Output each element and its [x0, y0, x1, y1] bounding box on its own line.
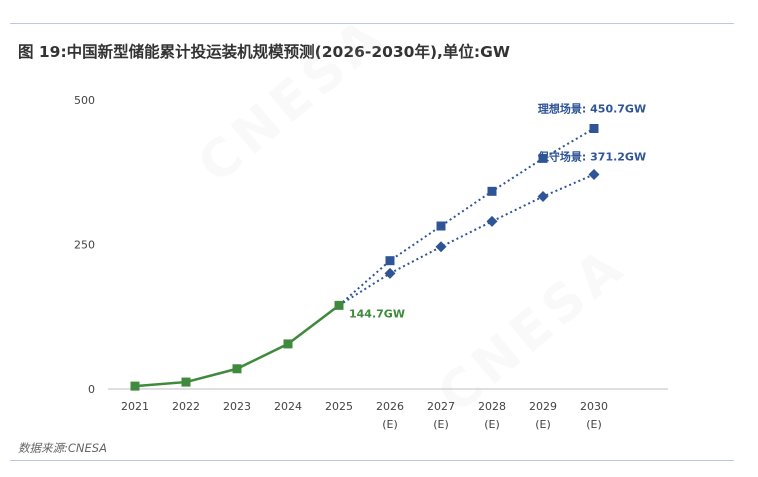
- y-tick-label: 0: [88, 383, 95, 396]
- x-tick-sublabel: (E): [433, 418, 449, 431]
- x-tick-label: 2023: [223, 400, 251, 413]
- y-tick-label: 500: [74, 94, 95, 107]
- top-rule: [10, 23, 734, 24]
- data-point-square: [130, 381, 140, 391]
- figure-title: 图 19:中国新型储能累计投运装机规模预测(2026-2030年),单位:GW: [18, 43, 510, 61]
- data-point-diamond: [384, 267, 396, 279]
- series-line-3: [338, 173, 595, 307]
- data-label: 144.7GW: [349, 307, 405, 320]
- x-tick-label: 2029: [529, 400, 557, 413]
- data-point-square: [589, 123, 599, 133]
- data-point-diamond: [588, 168, 600, 180]
- data-label: 保守场景: 371.2GW: [537, 149, 646, 163]
- source-note: 数据来源:CNESA: [18, 441, 107, 455]
- x-tick-label: 2021: [121, 400, 149, 413]
- data-point-square: [487, 186, 497, 196]
- x-tick-sublabel: (E): [382, 418, 398, 431]
- data-point-square: [334, 300, 344, 310]
- x-tick-sublabel: (E): [535, 418, 551, 431]
- data-point-square: [436, 221, 446, 231]
- data-point-square: [385, 256, 395, 266]
- series-markers: [130, 123, 600, 391]
- x-tick-sublabel: (E): [484, 418, 500, 431]
- x-axis-ticks: 2021 2022 2023 2024 2025 2026 (E) 2027 (E) 2028 (E…: [121, 400, 608, 431]
- x-tick-label: 2027: [427, 400, 455, 413]
- data-point-diamond: [537, 191, 549, 203]
- x-tick-label: 2022: [172, 400, 200, 413]
- data-point-square: [232, 364, 242, 374]
- data-point-square: [181, 377, 191, 387]
- series-lines: [134, 127, 595, 388]
- data-point-square: [283, 339, 293, 349]
- x-tick-label: 2025: [325, 400, 353, 413]
- data-point-diamond: [435, 241, 447, 253]
- data-point-square: [538, 153, 548, 163]
- y-tick-label: 250: [74, 239, 95, 252]
- x-tick-label: 2024: [274, 400, 302, 413]
- data-point-diamond: [486, 215, 498, 227]
- x-tick-label: 2030: [580, 400, 608, 413]
- bottom-rule: [10, 460, 734, 461]
- annotations: 144.7GW 理想场景: 450.7GW 保守场景: 371.2GW: [349, 101, 646, 320]
- data-label: 理想场景: 450.7GW: [538, 101, 646, 115]
- y-axis-ticks: 0 250 500: [74, 94, 95, 396]
- x-tick-label: 2028: [478, 400, 506, 413]
- x-tick-sublabel: (E): [586, 418, 602, 431]
- series-line-1: [134, 304, 340, 388]
- x-tick-label: 2026: [376, 400, 404, 413]
- series-line-2: [338, 127, 595, 307]
